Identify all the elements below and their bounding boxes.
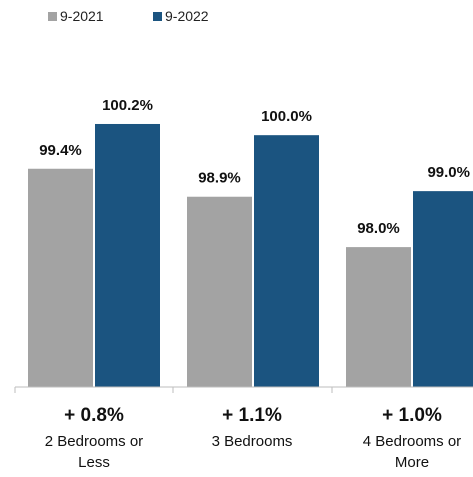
bar-9-2021-1: [187, 196, 252, 387]
bar-9-2021-2: [346, 247, 411, 387]
data-label-9-2022-0: 100.2%: [102, 97, 153, 114]
data-label-9-2022-2: 99.0%: [427, 164, 470, 181]
category-label-2-line-1: More: [395, 454, 429, 471]
data-label-9-2022-1: 100.0%: [261, 108, 312, 125]
change-label-1: + 1.1%: [222, 405, 282, 426]
change-label-0: + 0.8%: [64, 405, 124, 426]
category-label-0-line-0: 2 Bedrooms or: [45, 433, 143, 450]
category-label-1-line-0: 3 Bedrooms: [212, 433, 293, 450]
category-label-0-line-1: Less: [78, 454, 110, 471]
data-label-9-2021-2: 98.0%: [357, 220, 400, 237]
legend-swatch-9-2021: [48, 12, 57, 21]
data-label-9-2021-1: 98.9%: [198, 170, 241, 187]
change-label-2: + 1.0%: [382, 405, 442, 426]
bar-9-2021-0: [28, 168, 93, 387]
bar-9-2022-0: [95, 123, 160, 387]
x-axis: [14, 386, 473, 393]
category-labels: + 0.8% 2 Bedrooms or Less + 1.1% 3 Bedrooms +…: [45, 405, 461, 471]
category-label-2-line-0: 4 Bedrooms or: [363, 433, 461, 450]
legend: 9-2021 9-2022: [48, 8, 209, 24]
bar-9-2022-2: [413, 191, 473, 387]
data-label-9-2021-0: 99.4%: [39, 142, 82, 159]
bars: 99.4% 100.2% 98.9% 100.0% 98.0% 99.0%: [28, 97, 473, 387]
legend-swatch-9-2022: [153, 12, 162, 21]
bar-9-2022-1: [254, 135, 319, 387]
legend-label-9-2022: 9-2022: [165, 8, 209, 24]
legend-label-9-2021: 9-2021: [60, 8, 104, 24]
